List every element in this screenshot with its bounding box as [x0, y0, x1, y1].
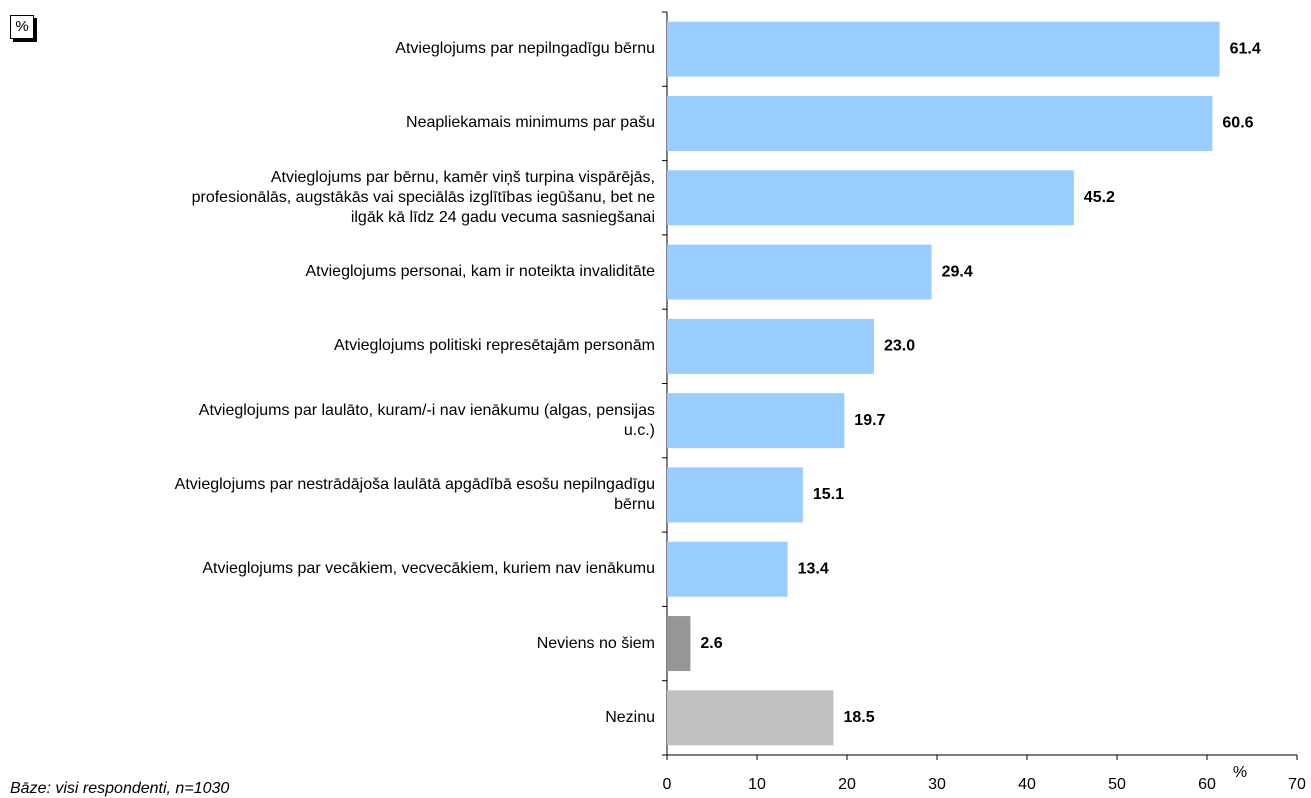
value-label: 45.2 [1084, 189, 1115, 206]
category-label: Atvieglojums par nestrādājoša laulātā ap… [174, 475, 655, 513]
bar [667, 21, 1220, 77]
bar [667, 170, 1074, 226]
note: Bāze: visi respondenti, n=1030 [10, 780, 230, 797]
bar [667, 616, 691, 672]
category-label: Neviens no šiem [536, 634, 655, 652]
category-label: Nezinu [605, 708, 655, 726]
category-label: Atvieglojums par vecākiem, vecvecākiem, … [202, 560, 655, 578]
x-tick-label: 20 [838, 776, 856, 793]
value-label: 61.4 [1230, 40, 1261, 57]
category-label: Atvieglojums par bērnu, kamēr viņš turpi… [191, 168, 655, 226]
x-tick-label: 50 [1108, 776, 1126, 793]
category-label: Atvieglojums personai, kam ir noteikta i… [305, 263, 656, 281]
value-label: 13.4 [798, 560, 829, 577]
x-tick-label: 70 [1288, 776, 1306, 793]
value-label: 18.5 [844, 709, 875, 726]
x-tick-label: 40 [1018, 776, 1036, 793]
value-label: 29.4 [942, 263, 973, 280]
category-label: Atvieglojums par nepilngadīgu bērnu [395, 40, 655, 58]
bar [667, 467, 803, 523]
value-label: 19.7 [854, 412, 885, 429]
bar [667, 318, 874, 374]
category-label: Atvieglojums par laulāto, kuram/-i nav i… [198, 401, 655, 439]
category-label: Atvieglojums politiski represētajām pers… [333, 337, 655, 355]
category-label: Neapliekamais minimums par pašu [406, 114, 655, 132]
unit-box: % [10, 15, 34, 39]
value-label: 2.6 [700, 635, 722, 652]
bar [667, 244, 932, 300]
value-label: 23.0 [884, 338, 915, 355]
x-tick-label: 30 [928, 776, 946, 793]
x-axis-label: % [1233, 764, 1247, 781]
value-label: 15.1 [813, 486, 844, 503]
x-tick-label: 60 [1198, 776, 1216, 793]
bar [667, 541, 788, 597]
x-tick-label: 0 [663, 776, 672, 793]
value-label: 60.6 [1222, 115, 1253, 132]
x-tick-label: 10 [748, 776, 766, 793]
bar [667, 393, 845, 449]
bar [667, 95, 1213, 151]
bar [667, 690, 834, 746]
